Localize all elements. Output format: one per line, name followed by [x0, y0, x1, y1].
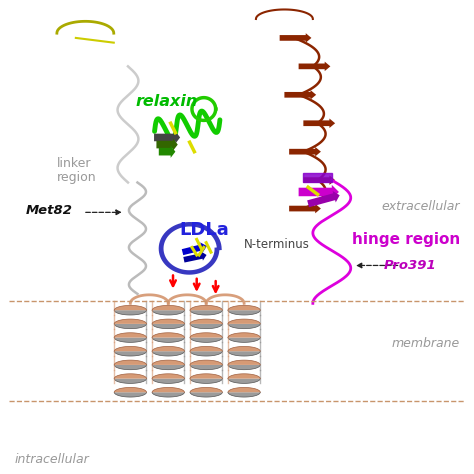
- Polygon shape: [228, 374, 260, 379]
- FancyArrow shape: [159, 146, 175, 158]
- Polygon shape: [152, 392, 184, 397]
- Polygon shape: [228, 305, 260, 310]
- FancyArrow shape: [183, 251, 207, 263]
- FancyArrow shape: [299, 185, 339, 199]
- Text: intracellular: intracellular: [14, 453, 89, 466]
- Polygon shape: [190, 374, 222, 379]
- Polygon shape: [114, 337, 146, 342]
- Polygon shape: [228, 333, 260, 337]
- Polygon shape: [152, 346, 184, 351]
- Polygon shape: [190, 379, 222, 383]
- Polygon shape: [114, 324, 146, 328]
- Polygon shape: [228, 387, 260, 392]
- Polygon shape: [190, 360, 222, 365]
- Text: linker: linker: [57, 157, 91, 170]
- FancyArrow shape: [289, 204, 321, 213]
- Text: hinge region: hinge region: [352, 232, 460, 247]
- Polygon shape: [190, 310, 222, 315]
- Polygon shape: [152, 337, 184, 342]
- FancyArrow shape: [289, 147, 321, 156]
- Polygon shape: [152, 387, 184, 392]
- Polygon shape: [114, 346, 146, 351]
- FancyArrow shape: [303, 118, 335, 128]
- FancyArrow shape: [284, 90, 316, 100]
- Polygon shape: [190, 337, 222, 342]
- Polygon shape: [228, 337, 260, 342]
- Polygon shape: [152, 319, 184, 324]
- Polygon shape: [114, 387, 146, 392]
- Polygon shape: [190, 324, 222, 328]
- Text: region: region: [57, 171, 97, 184]
- Polygon shape: [114, 360, 146, 365]
- Text: Pro391: Pro391: [383, 259, 436, 272]
- Polygon shape: [228, 324, 260, 328]
- Polygon shape: [190, 319, 222, 324]
- Polygon shape: [190, 351, 222, 356]
- Polygon shape: [228, 319, 260, 324]
- Polygon shape: [228, 379, 260, 383]
- Polygon shape: [152, 333, 184, 337]
- Polygon shape: [152, 310, 184, 315]
- Polygon shape: [152, 379, 184, 383]
- Polygon shape: [152, 324, 184, 328]
- FancyArrow shape: [299, 62, 330, 71]
- Polygon shape: [228, 346, 260, 351]
- FancyArrow shape: [154, 131, 180, 144]
- Polygon shape: [190, 305, 222, 310]
- Polygon shape: [114, 310, 146, 315]
- Polygon shape: [114, 351, 146, 356]
- FancyArrow shape: [307, 191, 340, 207]
- Polygon shape: [114, 319, 146, 324]
- Polygon shape: [152, 305, 184, 310]
- Text: N-terminus: N-terminus: [244, 237, 310, 251]
- Text: extracellular: extracellular: [381, 200, 460, 213]
- Polygon shape: [152, 365, 184, 370]
- Polygon shape: [114, 392, 146, 397]
- Polygon shape: [152, 360, 184, 365]
- Polygon shape: [114, 333, 146, 337]
- Polygon shape: [152, 374, 184, 379]
- Polygon shape: [190, 387, 222, 392]
- Text: LDLa: LDLa: [179, 221, 228, 239]
- FancyArrow shape: [280, 33, 311, 43]
- Polygon shape: [114, 379, 146, 383]
- FancyArrow shape: [303, 175, 335, 185]
- Polygon shape: [152, 351, 184, 356]
- Polygon shape: [228, 310, 260, 315]
- Polygon shape: [190, 365, 222, 370]
- FancyArrow shape: [156, 138, 178, 151]
- Text: relaxin: relaxin: [135, 94, 197, 109]
- Polygon shape: [190, 392, 222, 397]
- Polygon shape: [114, 365, 146, 370]
- Polygon shape: [228, 360, 260, 365]
- Polygon shape: [228, 365, 260, 370]
- Polygon shape: [114, 305, 146, 310]
- Polygon shape: [303, 173, 332, 182]
- Polygon shape: [190, 346, 222, 351]
- FancyArrow shape: [182, 242, 207, 255]
- Polygon shape: [228, 351, 260, 356]
- Polygon shape: [114, 374, 146, 379]
- Polygon shape: [228, 392, 260, 397]
- Text: membrane: membrane: [392, 337, 460, 350]
- Text: Met82: Met82: [26, 204, 73, 218]
- Polygon shape: [190, 333, 222, 337]
